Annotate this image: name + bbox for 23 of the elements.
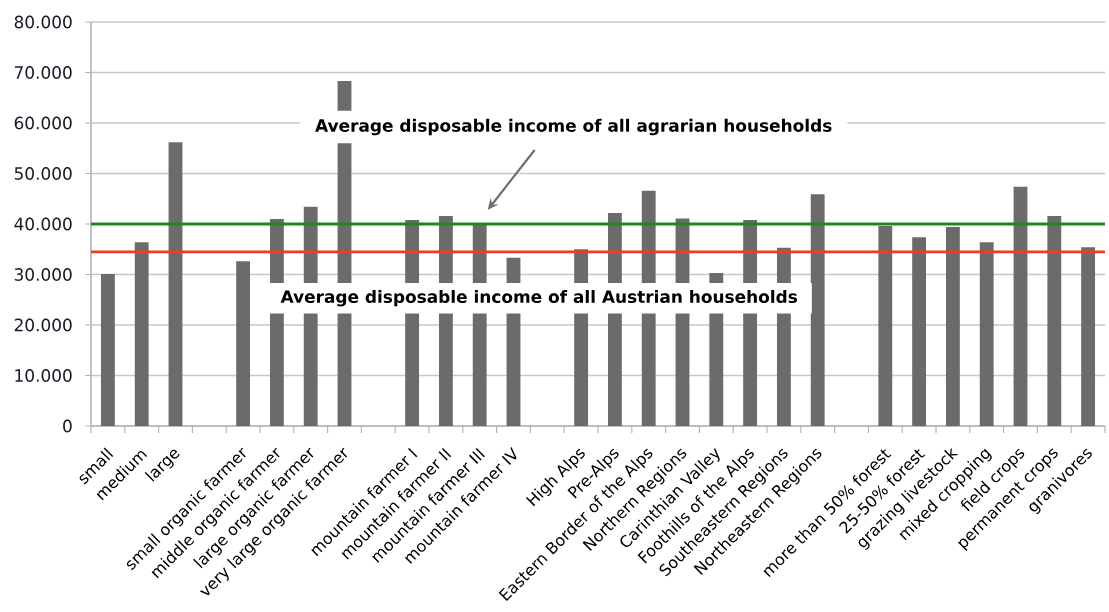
ref-line-label: Average disposable income of all Austrian households <box>280 289 798 307</box>
bar <box>878 226 893 426</box>
annotation: Average disposable income of all agrarian households <box>315 118 832 136</box>
bar <box>945 227 960 426</box>
y-tick-label: 10.000 <box>15 369 72 382</box>
bar <box>1081 247 1096 426</box>
bar <box>1047 215 1062 426</box>
bar <box>912 237 927 426</box>
y-tick-label: 0 <box>63 419 72 433</box>
y-tick-label: 20.000 <box>14 318 72 332</box>
y-tick-label: 50.000 <box>14 167 72 180</box>
bar <box>236 261 251 426</box>
bar <box>1013 186 1028 426</box>
bar <box>100 274 115 426</box>
y-tick-label: 30.000 <box>14 268 72 281</box>
y-tick-label: 40.000 <box>14 217 72 231</box>
y-tick-label: 80.000 <box>14 15 72 29</box>
bar <box>168 142 183 426</box>
bar <box>810 194 825 426</box>
bar <box>979 242 994 426</box>
y-tick-label: 70.000 <box>14 66 72 79</box>
bar <box>134 242 149 426</box>
y-tick-label: 60.000 <box>14 116 72 130</box>
